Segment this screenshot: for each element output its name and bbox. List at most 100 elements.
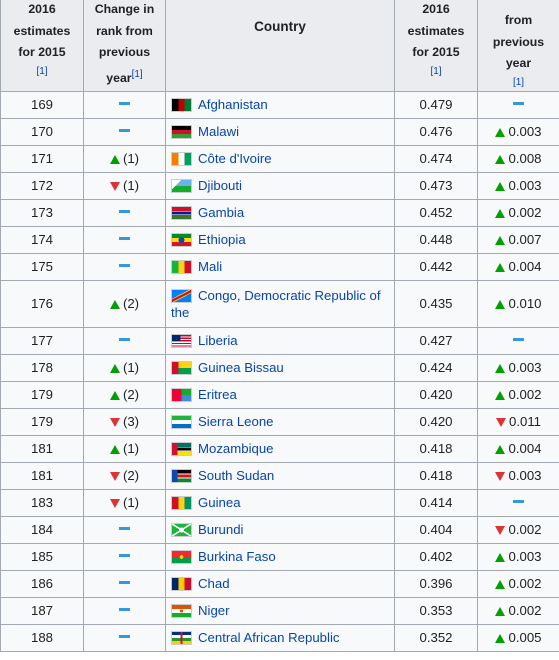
steady-dash-icon [513,102,524,105]
country-cell: Guinea Bissau [165,353,395,382]
increase-arrow-icon [495,607,506,616]
country-link[interactable]: Côte d'Ivoire [198,151,272,166]
table-row: 184 Burundi 0.404 0.002 [0,515,559,544]
steady-dash-icon [119,608,130,611]
rank-change-value: (2) [122,387,140,402]
country-link[interactable]: Burkina Faso [198,549,276,564]
hdi-change-cell: 0.004 [477,434,559,463]
increase-arrow-icon [495,364,506,373]
rank-change-header[interactable]: Change in rank from previous year[1] [83,0,166,92]
rank-change-cell: (2) [83,461,166,490]
country-link[interactable]: Niger [198,603,230,618]
hdi-change-value: 0.004 [508,259,542,274]
rank-change-cell: (2) [83,279,166,328]
country-link[interactable]: Mali [198,259,223,274]
increase-arrow-icon [495,182,506,191]
increase-arrow-icon [495,634,506,643]
rank-change-cell: (1) [83,488,166,517]
hdi-value-cell: 0.448 [394,225,478,254]
country-link[interactable]: Sierra Leone [198,414,274,429]
country-link[interactable]: Afghanistan [198,97,268,112]
hdi-change-cell: 0.002 [477,380,559,409]
flag-gambia-icon [171,206,192,220]
flag-niger-icon [171,604,192,618]
country-link[interactable]: Central African Republic [198,630,340,645]
hdi-change-cell: 0.007 [477,225,559,254]
increase-arrow-icon [109,155,120,164]
increase-arrow-icon [495,263,506,272]
country-link[interactable]: Malawi [198,124,240,139]
table-row: 181 (2) South Sudan 0.418 0.003 [0,461,559,490]
country-link[interactable]: Congo, Democratic Republic of the [171,287,381,320]
hdi-change-cell: 0.010 [477,279,559,328]
rank-change-cell [83,198,166,227]
steady-dash-icon [119,102,130,105]
prev-value-header[interactable]: 2016 estimates for 2015 [1] [0,0,84,92]
increase-arrow-icon [495,155,506,164]
hdi-citation-link[interactable]: [1] [430,65,442,77]
rank-change-cell [83,90,166,119]
rank-change-citation-link[interactable]: [1] [131,68,143,80]
increase-arrow-icon [495,391,506,400]
hdi-change-cell: 0.003 [477,117,559,146]
flag-burkina-faso-icon [171,550,192,564]
hdi-value-cell: 0.418 [394,434,478,463]
country-link[interactable]: South Sudan [198,468,275,483]
steady-dash-icon [119,527,130,530]
table-row: 181 (1) Mozambique 0.418 0.004 [0,434,559,463]
hdi-value-cell: 0.479 [394,90,478,119]
hdi-change-value: 0.002 [508,522,542,537]
hdi-value-cell: 0.474 [394,144,478,173]
decrease-arrow-icon [109,472,120,481]
country-link[interactable]: Guinea [198,495,241,510]
rank-change-cell [83,542,166,571]
steady-dash-icon [119,338,130,341]
hdi-value-cell: 0.476 [394,117,478,146]
country-link[interactable]: Chad [198,576,230,591]
country-link[interactable]: Gambia [198,205,245,220]
rank-cell: 185 [0,542,84,571]
increase-arrow-icon [109,391,120,400]
country-cell: Malawi [165,117,395,146]
rank-cell: 187 [0,596,84,625]
country-link[interactable]: Djibouti [198,178,242,193]
rank-cell: 179 [0,407,84,436]
hdi-value-cell: 0.404 [394,515,478,544]
country-link[interactable]: Eritrea [198,387,237,402]
country-cell: Djibouti [165,171,395,200]
table-row: 170 Malawi 0.476 0.003 [0,117,559,146]
hdi-change-cell: 0.003 [477,542,559,571]
flag-mozambique-icon [171,442,192,456]
country-cell: Ethiopia [165,225,395,254]
rank-change-value: (1) [122,178,140,193]
hdi-value-cell: 0.418 [394,461,478,490]
flag-sierra-leone-icon [171,415,192,429]
steady-dash-icon [119,129,130,132]
decrease-arrow-icon [495,526,506,535]
hdi-value-cell: 0.427 [394,326,478,355]
country-link[interactable]: Burundi [198,522,244,537]
country-cell: Afghanistan [165,90,395,119]
table-header-row: 2016 estimates for 2015 [1] Change in ra… [0,0,559,92]
increase-arrow-icon [495,445,506,454]
prev-value-citation-link[interactable]: [1] [36,65,48,77]
hdi-change-value: 0.004 [508,441,542,456]
table-row: 185 Burkina Faso 0.402 0.003 [0,542,559,571]
rank-cell: 169 [0,90,84,119]
rank-change-value: (1) [122,495,140,510]
increase-arrow-icon [109,364,120,373]
country-header[interactable]: Country [165,0,395,92]
hdi-change-header[interactable]: from previous year [1] [477,0,559,92]
country-link[interactable]: Mozambique [198,441,274,456]
increase-arrow-icon [495,580,506,589]
hdi-header[interactable]: 2016 estimates for 2015 [1] [394,0,478,92]
hdi-value-cell: 0.396 [394,569,478,598]
country-link[interactable]: Guinea Bissau [198,360,284,375]
rank-cell: 172 [0,171,84,200]
hdi-change-citation-link[interactable]: [1] [512,76,525,88]
country-link[interactable]: Liberia [198,333,238,348]
rank-cell: 181 [0,434,84,463]
country-link[interactable]: Ethiopia [198,232,246,247]
decrease-arrow-icon [109,182,120,191]
